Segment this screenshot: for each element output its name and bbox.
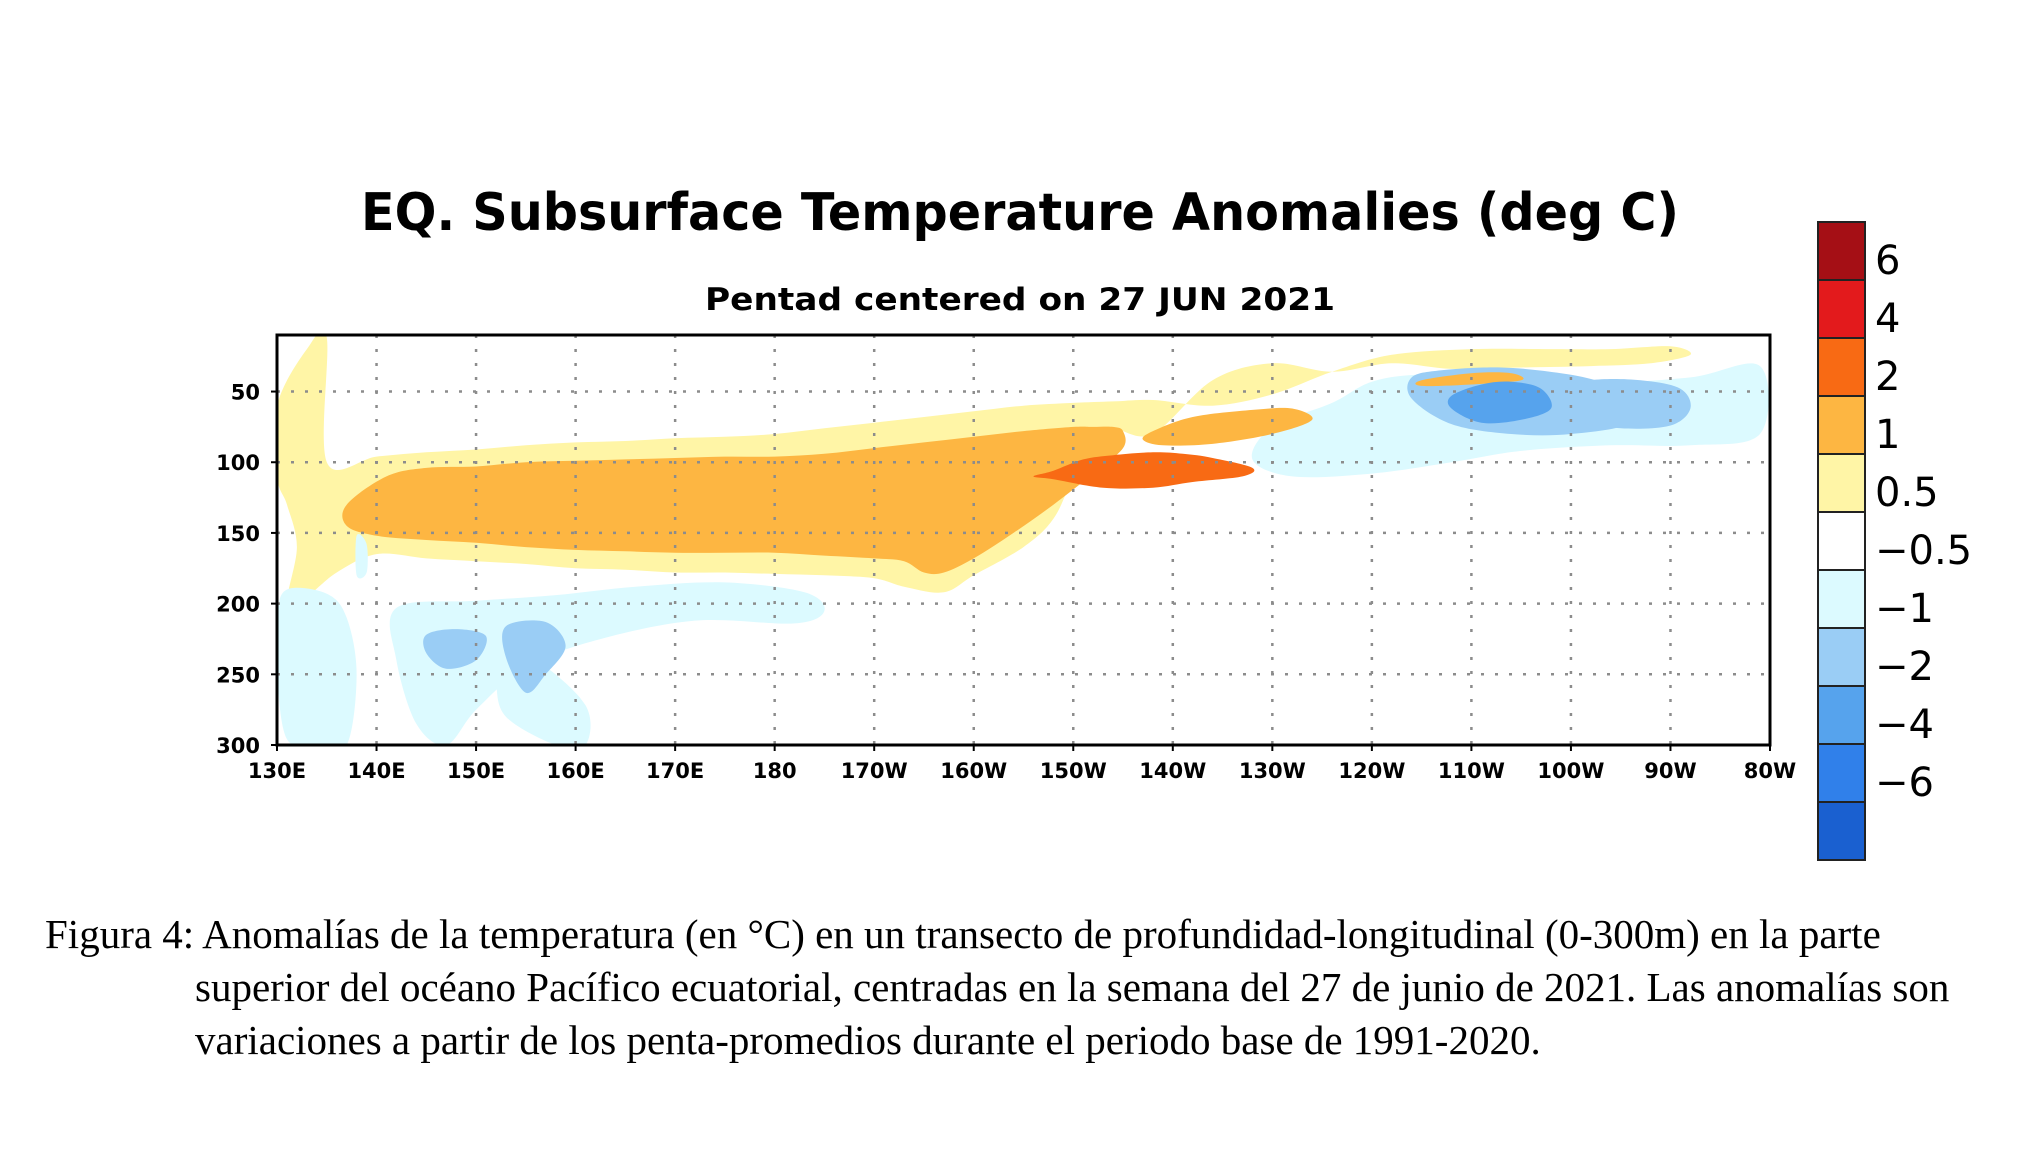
y-tick-label: 250 bbox=[216, 663, 260, 687]
chart-subtitle: Pentad centered on 27 JUN 2021 bbox=[705, 282, 1335, 318]
x-tick-label: 90W bbox=[1644, 759, 1696, 783]
y-tick-label: 150 bbox=[216, 522, 260, 546]
plot-frame bbox=[275, 333, 1772, 747]
x-tick-label: 140W bbox=[1139, 759, 1206, 783]
x-tick-label: 100W bbox=[1537, 759, 1604, 783]
colorbar-swatch bbox=[1817, 221, 1866, 281]
colorbar-swatch bbox=[1817, 627, 1866, 687]
colorbar: 6 4 2 1 0.5 −0.5 −1 −2 −4 −6 bbox=[1817, 221, 1972, 861]
colorbar-swatch bbox=[1817, 569, 1866, 629]
anomaly-region bbox=[1558, 378, 1691, 429]
chart-title: EQ. Subsurface Temperature Anomalies (de… bbox=[361, 183, 1679, 243]
colorbar-swatch bbox=[1817, 801, 1866, 861]
colorbar-label: −0.5 bbox=[1875, 528, 1972, 574]
colorbar-label: 6 bbox=[1875, 238, 1900, 284]
anomaly-region bbox=[355, 534, 368, 579]
colorbar-swatch bbox=[1817, 395, 1866, 455]
x-tick-label: 140E bbox=[347, 759, 405, 783]
y-axis-tick-labels: 50 100 150 200 250 300 bbox=[216, 381, 277, 758]
colorbar-label: 4 bbox=[1875, 296, 1900, 342]
colorbar-swatch bbox=[1817, 743, 1866, 803]
colorbar-label: −6 bbox=[1875, 760, 1934, 806]
x-tick-label: 150W bbox=[1040, 759, 1107, 783]
colorbar-swatch bbox=[1817, 511, 1866, 571]
anomaly-contour-regions bbox=[277, 335, 1769, 745]
x-tick-label: 120W bbox=[1338, 759, 1405, 783]
subsurface-anomaly-figure: EQ. Subsurface Temperature Anomalies (de… bbox=[216, 183, 1972, 861]
colorbar-swatch bbox=[1817, 685, 1866, 745]
x-tick-label: 80W bbox=[1744, 759, 1796, 783]
anomaly-region bbox=[342, 426, 1126, 575]
anomaly-region bbox=[1142, 407, 1313, 446]
x-tick-label: 160E bbox=[547, 759, 605, 783]
x-tick-label: 130E bbox=[248, 759, 306, 783]
x-tick-label: 130W bbox=[1239, 759, 1306, 783]
colorbar-label: −1 bbox=[1875, 586, 1934, 632]
x-tick-label: 160W bbox=[940, 759, 1007, 783]
y-tick-label: 100 bbox=[216, 451, 260, 475]
anomaly-region bbox=[389, 582, 825, 745]
colorbar-label: −2 bbox=[1875, 644, 1934, 690]
x-tick-label: 170W bbox=[841, 759, 908, 783]
x-tick-label: 180 bbox=[753, 759, 797, 783]
y-tick-label: 200 bbox=[216, 593, 260, 617]
colorbar-swatch bbox=[1817, 279, 1866, 339]
anomaly-region bbox=[1033, 452, 1255, 489]
x-axis-tick-labels: 130E 140E 150E 160E 170E 180 170W 160W 150W 140W 1… bbox=[248, 745, 1796, 783]
colorbar-label: −4 bbox=[1875, 702, 1934, 748]
anomaly-region bbox=[423, 629, 487, 669]
anomaly-region bbox=[277, 587, 357, 745]
figure-caption: Figura 4: Anomalías de la temperatura (e… bbox=[45, 908, 2005, 1067]
x-tick-label: 110W bbox=[1438, 759, 1505, 783]
colorbar-label: 2 bbox=[1875, 354, 1900, 400]
colorbar-label: 1 bbox=[1875, 412, 1900, 458]
colorbar-swatch bbox=[1817, 453, 1866, 513]
y-tick-label: 50 bbox=[231, 381, 260, 405]
colorbar-label: 0.5 bbox=[1875, 470, 1939, 516]
caption-text: Figura 4: Anomalías de la temperatura (e… bbox=[45, 911, 1950, 1063]
x-tick-label: 150E bbox=[447, 759, 505, 783]
x-tick-label: 170E bbox=[646, 759, 704, 783]
y-tick-label: 300 bbox=[216, 734, 260, 758]
colorbar-swatch bbox=[1817, 337, 1866, 397]
